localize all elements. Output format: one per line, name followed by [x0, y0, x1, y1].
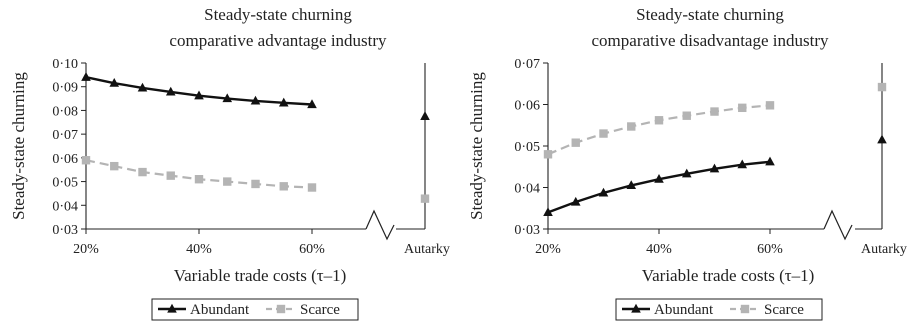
legend-marker-abundant — [631, 303, 641, 313]
data-point-abundant — [278, 97, 289, 107]
autarky-point-scarce — [420, 194, 430, 203]
x-tick-label: 20% — [535, 242, 561, 257]
data-point-abundant — [307, 99, 317, 109]
data-point-abundant — [81, 72, 91, 81]
data-point-scarce — [166, 171, 175, 180]
autarky-point-scarce — [877, 82, 887, 92]
x-axis-break — [823, 209, 853, 241]
data-point-scarce — [571, 138, 580, 147]
autarky-point-abundant — [420, 111, 430, 120]
data-point-scarce — [738, 103, 747, 113]
legend-marker-scarce — [276, 304, 286, 314]
y-axis-label: Steady-state churning — [9, 72, 28, 220]
data-point-abundant — [737, 159, 748, 169]
data-point-scarce — [765, 101, 775, 110]
data-point-scarce — [110, 161, 119, 171]
series-line-abundant — [547, 160, 771, 214]
chart-title-line: comparative disadvantage industry — [592, 31, 829, 50]
data-point-abundant — [765, 156, 775, 166]
legend-box — [615, 298, 823, 321]
x-tick-label: 60% — [299, 242, 325, 257]
data-point-abundant — [709, 163, 720, 173]
x-tick-label: 40% — [646, 242, 672, 257]
data-point-scarce — [627, 122, 636, 131]
x-tick-label: 60% — [757, 242, 783, 257]
x-tick-label: 40% — [186, 242, 212, 257]
y-tick-label: 0·03 — [52, 223, 78, 238]
data-point-abundant — [137, 82, 148, 92]
y-tick-label: 0·08 — [52, 104, 78, 119]
data-point-scarce — [599, 129, 608, 138]
data-point-scarce — [654, 116, 664, 125]
data-point-abundant — [222, 93, 233, 103]
y-tick-label: 0·06 — [52, 152, 78, 167]
x-axis-break — [365, 209, 395, 241]
data-point-abundant — [654, 174, 664, 183]
y-tick-label: 0·04 — [514, 182, 540, 197]
data-point-scarce — [223, 177, 232, 186]
data-point-abundant — [543, 207, 553, 216]
autarky-point-abundant — [877, 134, 887, 144]
x-tick-label: 20% — [73, 242, 99, 257]
x-axis-label: Variable trade costs (τ–1) — [642, 266, 815, 285]
x-axis-label: Variable trade costs (τ–1) — [174, 266, 347, 285]
data-point-scarce — [81, 156, 91, 165]
chart-title-line: Steady-state churning — [204, 5, 352, 24]
legend-label-abundant: Abundant — [654, 302, 714, 318]
y-tick-label: 0·03 — [514, 223, 540, 238]
data-point-scarce — [682, 111, 691, 120]
x-tick-label-autarky: Autarky — [404, 242, 450, 257]
y-tick-label: 0·06 — [514, 99, 540, 114]
legend-label-scarce: Scarce — [764, 302, 804, 318]
legend-marker-abundant — [167, 303, 177, 313]
data-point-scarce — [251, 179, 260, 189]
data-point-scarce — [279, 182, 288, 191]
data-point-abundant — [598, 187, 609, 197]
data-point-abundant — [626, 180, 637, 190]
data-point-scarce — [307, 183, 317, 192]
series-line-scarce — [85, 159, 313, 189]
data-point-abundant — [109, 77, 120, 87]
data-point-abundant — [194, 90, 204, 100]
legend-box — [151, 298, 359, 321]
chart-title-line: Steady-state churning — [636, 5, 784, 24]
y-tick-label: 0·05 — [52, 176, 78, 191]
data-point-abundant — [570, 196, 581, 206]
y-tick-label: 0·07 — [514, 57, 540, 72]
data-point-scarce — [138, 167, 147, 177]
data-point-abundant — [250, 95, 261, 105]
legend-label-scarce: Scarce — [300, 302, 340, 318]
data-point-abundant — [681, 168, 692, 178]
y-tick-label: 0·04 — [52, 199, 78, 214]
y-tick-label: 0·10 — [52, 57, 78, 72]
legend-marker-scarce — [740, 304, 750, 314]
data-point-scarce — [710, 107, 719, 116]
data-point-scarce — [543, 150, 553, 159]
data-point-scarce — [194, 175, 204, 184]
y-tick-label: 0·09 — [52, 81, 78, 96]
chart-title-line: comparative advantage industry — [169, 31, 387, 50]
y-tick-label: 0·07 — [52, 128, 78, 143]
x-tick-label-autarky: Autarky — [861, 242, 907, 257]
data-point-abundant — [165, 86, 176, 96]
y-tick-label: 0·05 — [514, 140, 540, 155]
legend-label-abundant: Abundant — [190, 302, 250, 318]
y-axis-label: Steady-state churning — [467, 72, 486, 220]
series-line-scarce — [547, 104, 771, 156]
